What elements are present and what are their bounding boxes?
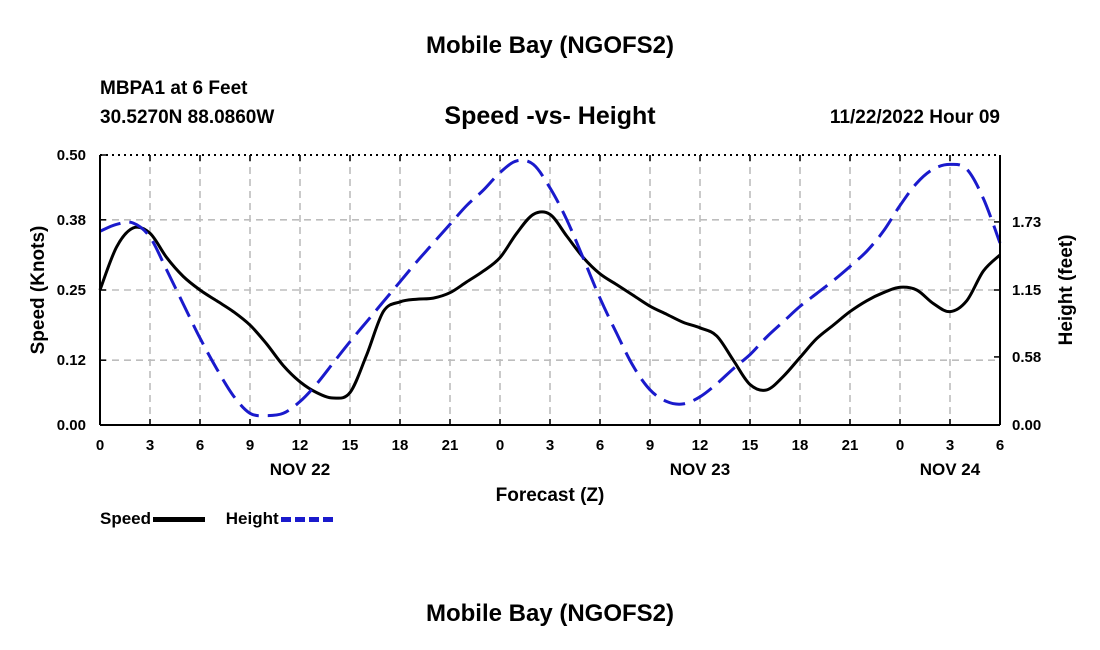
legend-item-speed: Speed — [100, 509, 206, 529]
x-tick-label: 0 — [496, 437, 504, 454]
page-title: Mobile Bay (NGOFS2) — [425, 32, 675, 59]
x-tick-label: 15 — [342, 437, 359, 454]
legend-swatch-height — [280, 516, 333, 522]
y-tick-label: 0.00 — [57, 417, 86, 434]
station-coordinates: 30.5270N 88.0860W — [100, 107, 275, 128]
y-tick-label: 0.12 — [57, 352, 86, 369]
x-tick-label: 6 — [596, 437, 604, 454]
station-label: MBPA1 at 6 Feet — [100, 78, 248, 99]
chart-labels: 0 3 6 9 12 15 18 21 0 3 6 9 12 15 18 21 0 3 6 0.00 0.12 0.25 0… — [28, 147, 1077, 506]
x-tick-label: 9 — [646, 437, 654, 454]
x-tick-label: 0 — [96, 437, 104, 454]
y2-tick-label: 0.00 — [1012, 417, 1041, 434]
x-tick-label: 0 — [896, 437, 904, 454]
x-tick-label: 12 — [292, 437, 309, 454]
x-tick-label: 21 — [842, 437, 859, 454]
x-tick-label: 12 — [692, 437, 709, 454]
x-tick-label: 3 — [146, 437, 154, 454]
x-tick-label: 3 — [946, 437, 954, 454]
date-label: NOV 24 — [920, 460, 981, 479]
legend-swatch-speed — [153, 516, 206, 522]
x-tick-label: 3 — [546, 437, 554, 454]
x-tick-label: 6 — [196, 437, 204, 454]
x-tick-label: 9 — [246, 437, 254, 454]
x-tick-label: 18 — [792, 437, 809, 454]
y-tick-label: 0.25 — [57, 282, 86, 299]
chart-title: Speed -vs- Height — [444, 102, 656, 130]
forecast-timestamp: 11/22/2022 Hour 09 — [829, 107, 1000, 128]
series-line-speed — [98, 210, 1002, 400]
y2-tick-label: 0.58 — [1012, 349, 1041, 366]
y-tick-label: 0.38 — [57, 212, 86, 229]
x-tick-label: 15 — [742, 437, 759, 454]
chart-legend: Speed Height — [100, 509, 349, 529]
series-line-height — [99, 158, 1002, 418]
date-label: NOV 23 — [670, 460, 730, 479]
chart-axes — [99, 154, 1001, 426]
date-label: NOV 22 — [270, 460, 330, 479]
y2-tick-label: 1.15 — [1012, 282, 1041, 299]
y2-axis-title: Height (feet) — [1056, 235, 1077, 346]
legend-item-height: Height — [226, 509, 333, 529]
y-tick-label: 0.50 — [57, 147, 86, 164]
x-tick-label: 6 — [996, 437, 1004, 454]
y-axis-title: Speed (Knots) — [28, 226, 49, 355]
legend-label-speed: Speed — [100, 509, 152, 528]
y2-tick-label: 1.73 — [1012, 214, 1041, 231]
page-title-repeat: Mobile Bay (NGOFS2) — [425, 600, 675, 627]
x-axis-title: Forecast (Z) — [496, 485, 605, 506]
chart-grid — [100, 155, 1000, 425]
chart-series — [98, 158, 1002, 418]
x-tick-label: 18 — [392, 437, 409, 454]
legend-label-height: Height — [225, 509, 279, 528]
x-tick-label: 21 — [442, 437, 459, 454]
